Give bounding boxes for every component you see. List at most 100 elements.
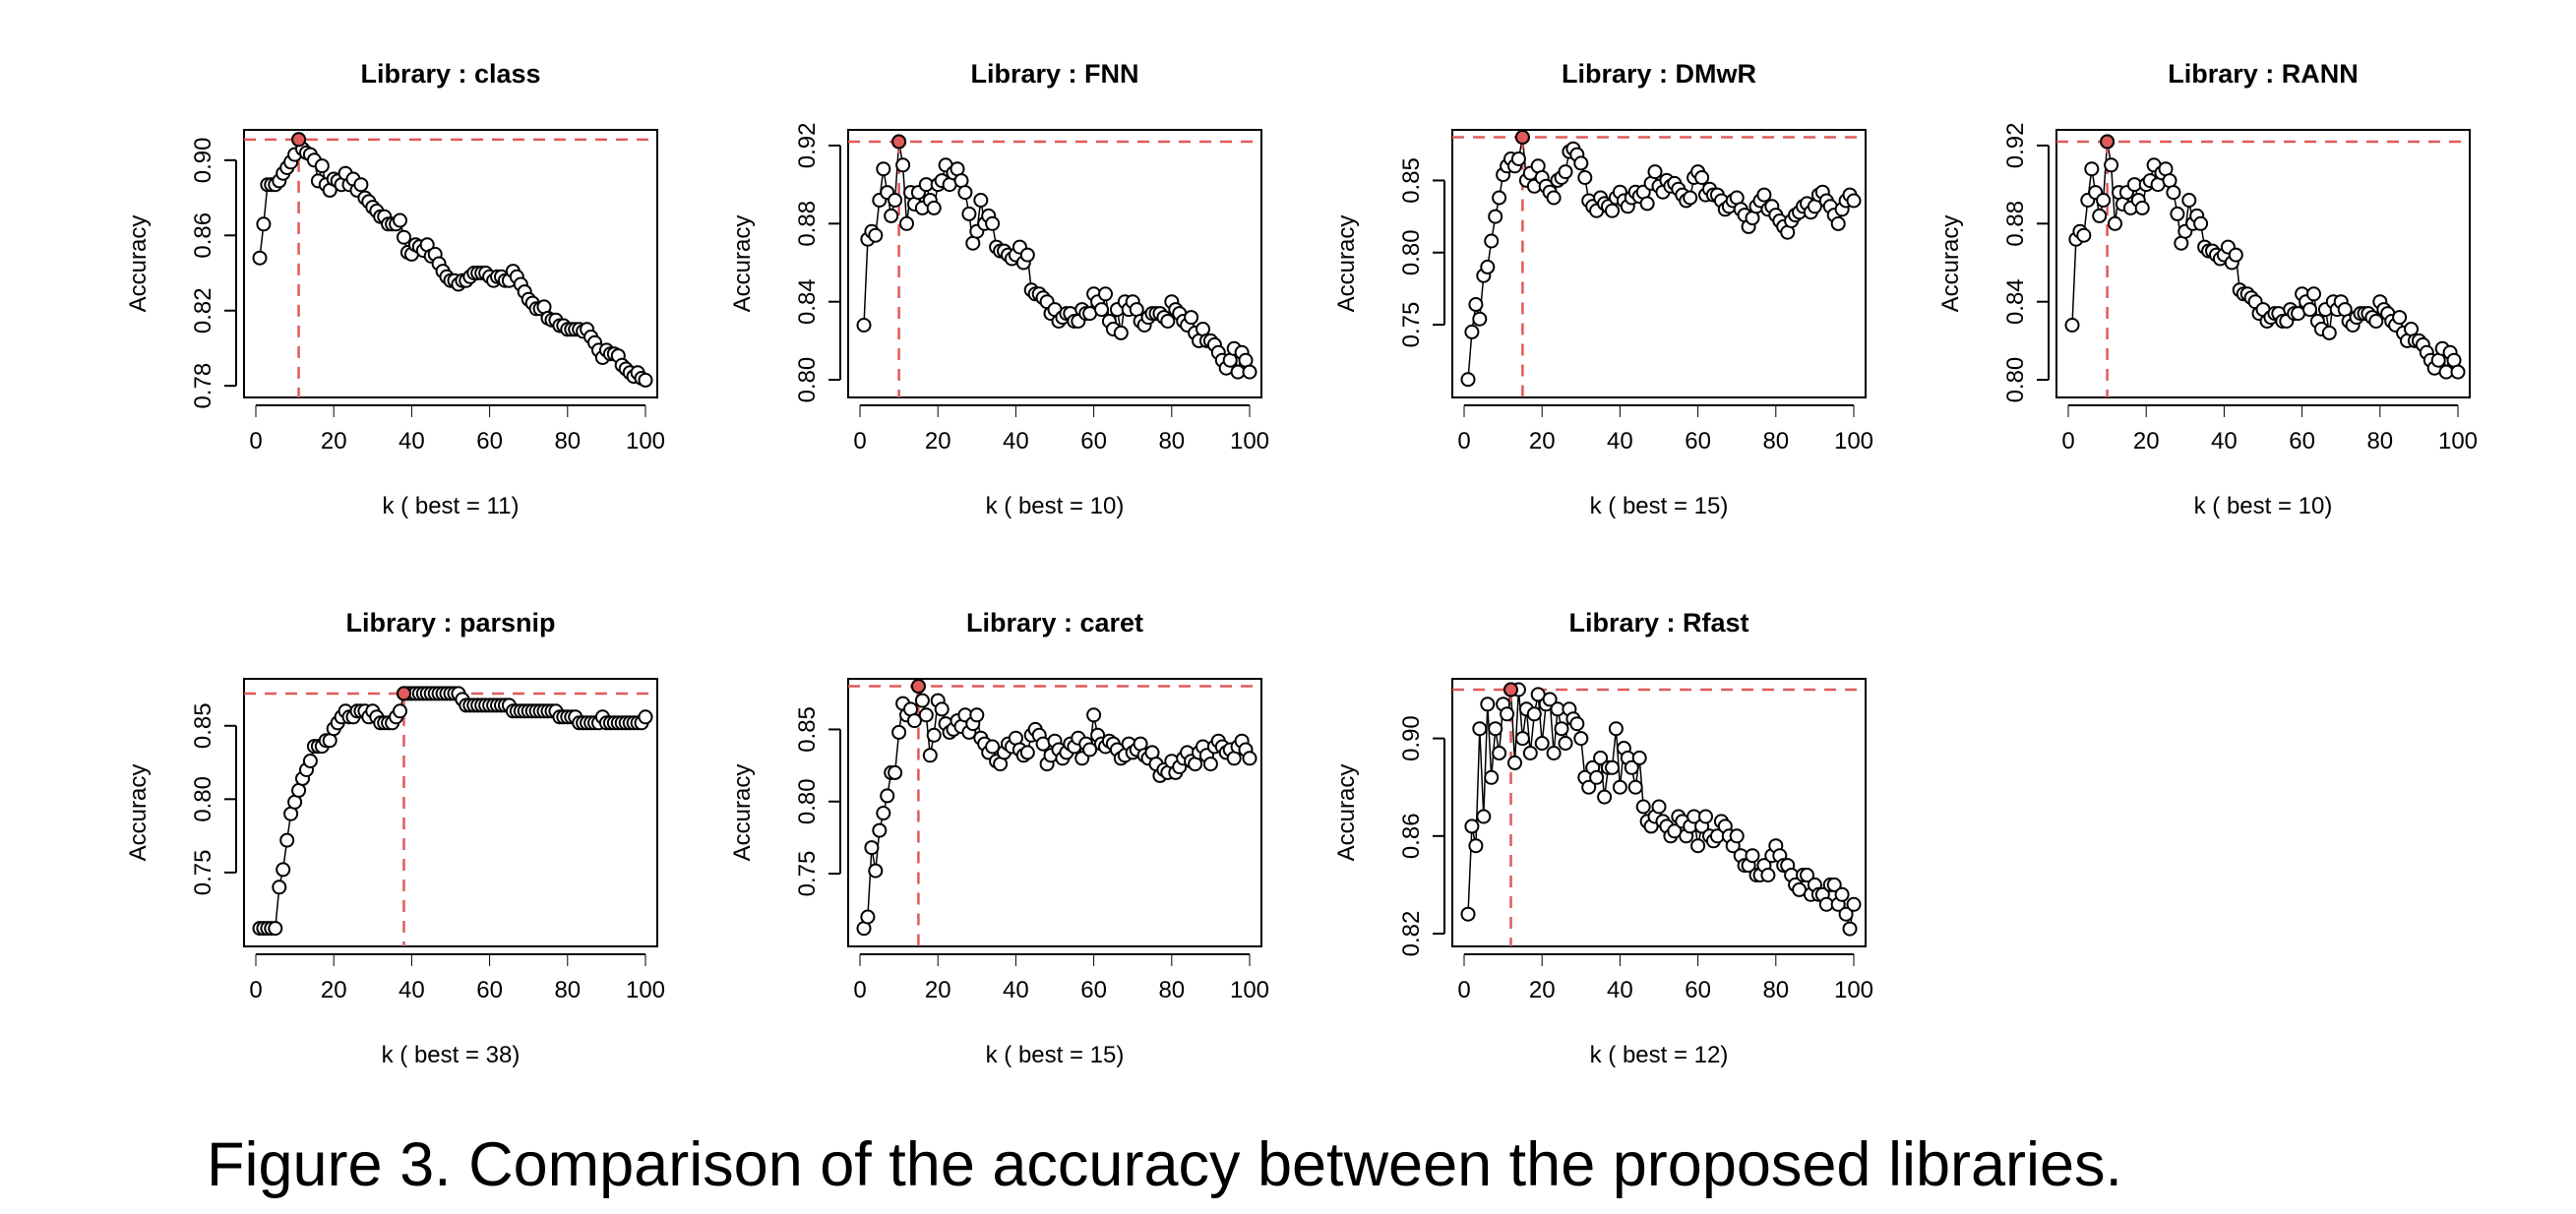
data-point: [868, 863, 884, 879]
chart-title: Library : DMwR: [1562, 59, 1756, 89]
data-point: [934, 701, 950, 717]
data-point: [1834, 886, 1850, 902]
data-point: [638, 709, 653, 725]
data-point: [1729, 828, 1745, 844]
data-point: [2321, 325, 2337, 340]
y-tick-label: 0.80: [794, 778, 821, 824]
best-point: [891, 134, 907, 150]
y-tick-label: 0.80: [1398, 229, 1425, 275]
chart-panel-5: Library : parsnip k ( best = 38) Accuracy 0…: [125, 608, 665, 1068]
y-axis-label: Accuracy: [1333, 764, 1360, 862]
data-point: [1830, 215, 1846, 231]
data-point: [256, 216, 272, 232]
y-tick-label: 0.84: [794, 278, 821, 325]
x-tick-label: 100: [2438, 428, 2478, 455]
data-point: [1546, 746, 1562, 760]
chart-panel-4: Library : RANN k ( best = 10) Accuracy 0 20 4…: [1937, 59, 2478, 519]
data-point: [2064, 318, 2080, 333]
data-point: [1635, 799, 1651, 815]
x-tick-label: 0: [853, 428, 866, 455]
chart-title: Library : RANN: [2168, 59, 2359, 89]
data-point: [1094, 302, 1109, 318]
data-point: [888, 193, 903, 208]
x-tick-label: 100: [1834, 977, 1873, 1003]
chart-title: Library : Rfast: [1568, 608, 1748, 637]
data-point: [302, 754, 318, 768]
x-tick-label: 20: [925, 977, 951, 1003]
x-tick-label: 80: [1762, 977, 1789, 1003]
data-point: [1086, 707, 1102, 723]
data-point: [884, 208, 899, 223]
chart-title: Library : class: [360, 59, 540, 89]
y-axis-label: Accuracy: [1937, 215, 1964, 313]
x-tick-label: 40: [399, 428, 425, 455]
plot-frame: [243, 678, 658, 947]
best-point: [910, 679, 926, 694]
x-tick-label: 60: [1685, 977, 1711, 1003]
data-point: [1460, 372, 1476, 388]
data-point: [1019, 247, 1035, 263]
data-point: [2392, 310, 2408, 326]
plot-frame: [847, 129, 1262, 398]
y-axis-label: Accuracy: [1333, 215, 1360, 313]
x-tick-label: 60: [1685, 428, 1711, 455]
plot-frame: [243, 129, 658, 398]
data-point: [1242, 751, 1257, 766]
x-tick-label: 80: [554, 977, 581, 1003]
x-tick-label: 60: [476, 428, 503, 455]
data-point: [1476, 809, 1492, 824]
data-point: [926, 727, 942, 743]
data-point: [1480, 259, 1496, 274]
data-point: [1577, 170, 1593, 185]
data-point: [1593, 750, 1609, 765]
y-tick-label: 0.85: [1398, 157, 1425, 204]
data-point: [1542, 692, 1558, 707]
data-point: [1507, 755, 1522, 770]
data-point: [1756, 187, 1772, 203]
data-point: [1558, 736, 1573, 751]
x-tick-label: 0: [1457, 977, 1470, 1003]
data-point: [1492, 746, 1507, 760]
data-point: [1631, 750, 1647, 765]
data-point: [876, 161, 891, 177]
y-tick-label: 0.90: [190, 137, 216, 183]
y-tick-label: 0.80: [2002, 357, 2029, 403]
data-point: [1683, 190, 1698, 206]
x-tick-label: 80: [1158, 428, 1185, 455]
y-axis-label: Accuracy: [729, 764, 756, 862]
x-tick-label: 100: [626, 428, 665, 455]
data-point: [1488, 721, 1503, 737]
data-point: [252, 250, 268, 266]
data-point: [1846, 896, 1862, 912]
data-point: [856, 318, 872, 333]
x-tick-label: 0: [249, 428, 262, 455]
data-point: [2134, 200, 2150, 215]
best-point: [291, 132, 307, 148]
chart-title: Library : FNN: [970, 59, 1138, 89]
y-tick-label: 0.75: [190, 850, 216, 896]
data-point: [1581, 779, 1597, 795]
x-axis-label: k ( best = 38): [382, 1042, 521, 1068]
data-point: [2450, 364, 2466, 380]
chart-panel-6: Library : caret k ( best = 15) Accuracy 0 20…: [729, 608, 1269, 1068]
data-point: [393, 703, 407, 719]
data-point: [872, 822, 888, 838]
data-point: [1468, 838, 1484, 854]
data-point: [2096, 193, 2112, 208]
x-tick-label: 20: [321, 977, 347, 1003]
plot-frame: [2055, 129, 2471, 398]
data-point: [2166, 185, 2181, 201]
x-tick-label: 60: [2289, 428, 2315, 455]
data-point: [1526, 706, 1542, 722]
x-tick-label: 20: [925, 428, 951, 455]
best-point: [397, 686, 411, 701]
data-point: [1647, 164, 1663, 180]
data-point: [895, 157, 911, 173]
y-tick-label: 0.80: [190, 776, 216, 822]
data-point: [1534, 736, 1550, 751]
chart-panel-7: Library : Rfast k ( best = 12) Accuracy 0 20…: [1333, 608, 1873, 1068]
data-point: [1019, 745, 1035, 760]
data-point: [393, 212, 407, 228]
x-tick-label: 0: [853, 977, 866, 1003]
data-point: [1554, 721, 1569, 737]
